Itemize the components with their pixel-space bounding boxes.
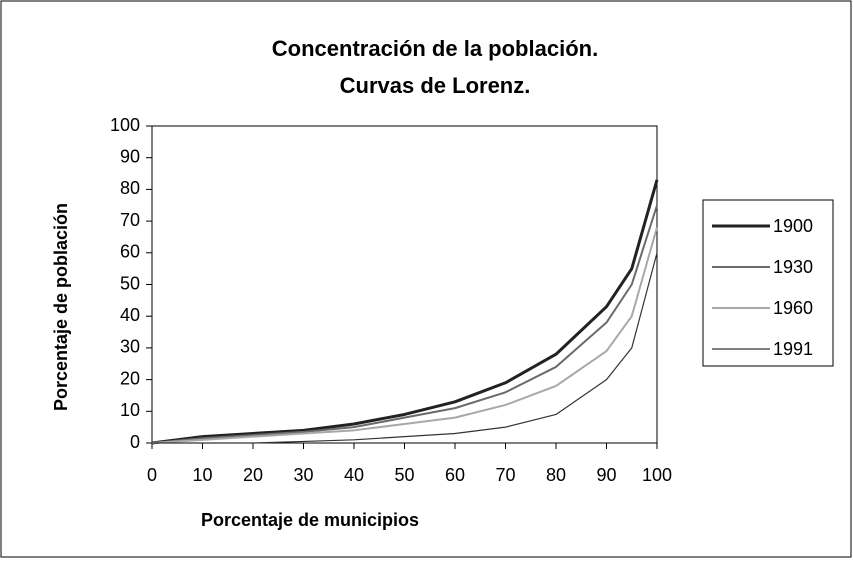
y-tick-label: 30 (120, 337, 140, 357)
x-tick-label: 30 (293, 465, 313, 485)
x-tick-label: 100 (642, 465, 672, 485)
x-tick-label: 70 (495, 465, 515, 485)
chart-title: Concentración de la población. (272, 36, 598, 61)
y-tick-label: 100 (110, 115, 140, 135)
x-axis-label: Porcentaje de municipios (201, 510, 419, 530)
series-line (151, 204, 658, 444)
x-tick-label: 60 (445, 465, 465, 485)
legend-box (702, 199, 834, 367)
series-line (151, 179, 659, 445)
x-tick-label: 80 (546, 465, 566, 485)
legend-label: 1991 (773, 339, 813, 359)
y-tick-label: 80 (120, 178, 140, 198)
y-tick-label: 70 (120, 210, 140, 230)
y-tick-label: 0 (130, 432, 140, 452)
y-tick-label: 90 (120, 146, 140, 166)
y-axis-label: Porcentaje de población (51, 203, 71, 411)
legend-label: 1900 (773, 216, 813, 236)
x-tick-label: 20 (243, 465, 263, 485)
x-tick-label: 50 (394, 465, 414, 485)
x-tick-label: 10 (192, 465, 212, 485)
y-tick-label: 60 (120, 242, 140, 262)
y-tick-label: 20 (120, 368, 140, 388)
x-tick-label: 90 (596, 465, 616, 485)
y-tick-label: 50 (120, 273, 140, 293)
legend-label: 1930 (773, 257, 813, 277)
legend-label: 1960 (773, 298, 813, 318)
x-tick-label: 40 (344, 465, 364, 485)
series-line (152, 252, 658, 444)
y-tick-label: 40 (120, 305, 140, 325)
y-tick-label: 10 (120, 400, 140, 420)
chart-subtitle: Curvas de Lorenz. (340, 73, 531, 98)
series-line (151, 227, 658, 444)
x-tick-label: 0 (147, 465, 157, 485)
